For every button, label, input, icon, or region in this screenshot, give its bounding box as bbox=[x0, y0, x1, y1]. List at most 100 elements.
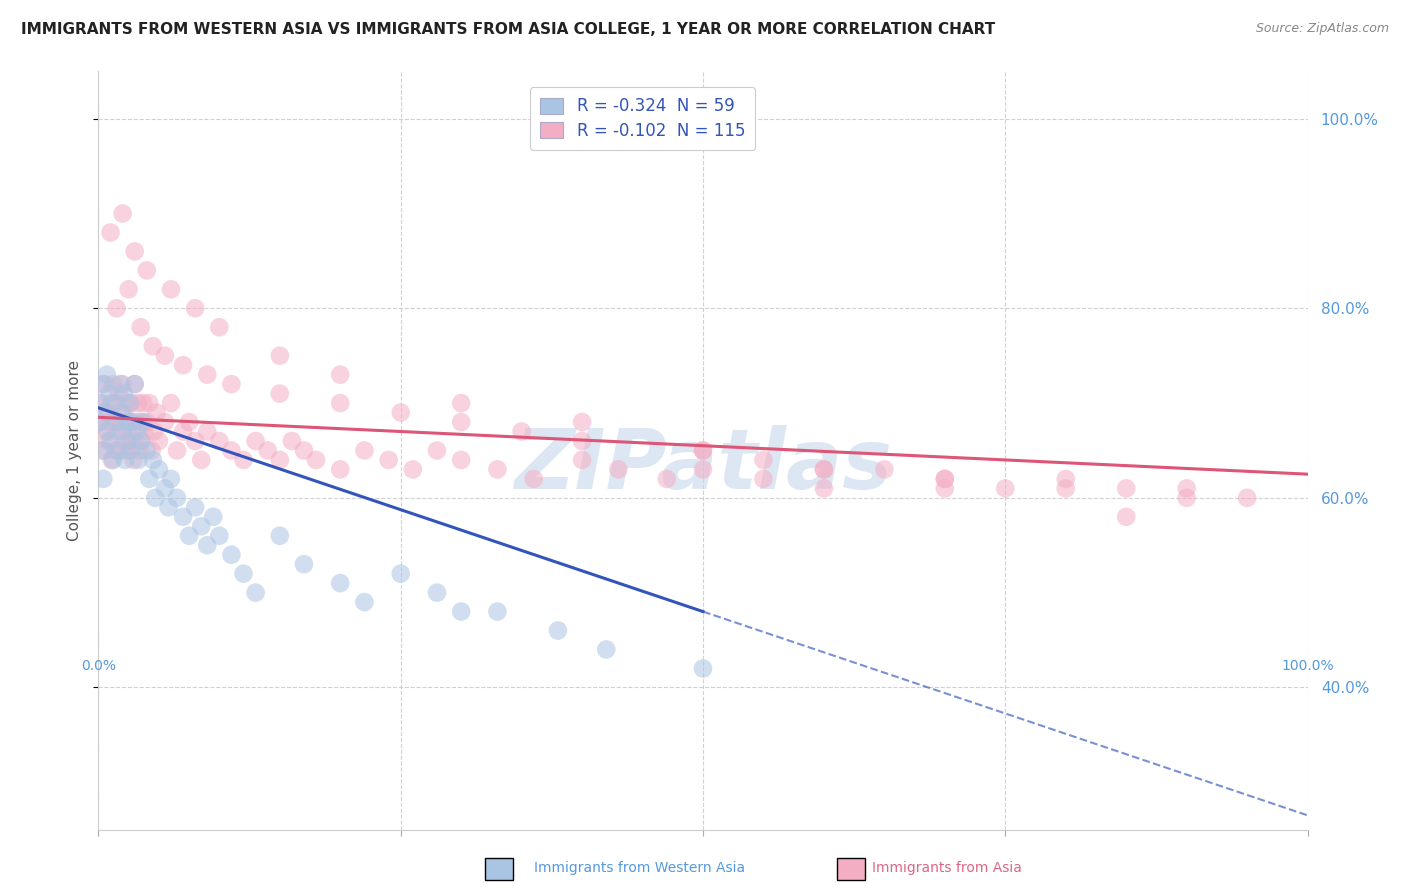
Point bbox=[98, 386, 121, 401]
Point bbox=[97, 434, 120, 448]
Point bbox=[1054, 482, 1077, 496]
Point bbox=[179, 415, 201, 429]
Point bbox=[269, 529, 291, 543]
Point bbox=[190, 519, 212, 533]
Point bbox=[93, 377, 115, 392]
Point bbox=[121, 415, 143, 429]
Point bbox=[934, 482, 956, 496]
Point bbox=[389, 566, 412, 581]
Point bbox=[232, 453, 254, 467]
Point bbox=[1175, 482, 1198, 496]
Point bbox=[127, 425, 149, 439]
Point bbox=[124, 377, 146, 392]
Point bbox=[934, 472, 956, 486]
Point bbox=[127, 453, 149, 467]
Point bbox=[202, 509, 225, 524]
Point bbox=[117, 425, 139, 439]
Point bbox=[93, 443, 115, 458]
Point bbox=[353, 443, 375, 458]
Point bbox=[107, 443, 129, 458]
Point bbox=[752, 453, 775, 467]
Point bbox=[450, 396, 472, 410]
Point bbox=[269, 453, 291, 467]
Point bbox=[111, 377, 134, 392]
Point bbox=[118, 396, 141, 410]
Point bbox=[98, 415, 121, 429]
Point bbox=[110, 406, 132, 420]
Point bbox=[157, 500, 180, 515]
Point bbox=[160, 282, 183, 296]
Point bbox=[208, 434, 231, 448]
Point bbox=[184, 500, 207, 515]
Text: IMMIGRANTS FROM WESTERN ASIA VS IMMIGRANTS FROM ASIA COLLEGE, 1 YEAR OR MORE COR: IMMIGRANTS FROM WESTERN ASIA VS IMMIGRAN… bbox=[21, 22, 995, 37]
Point bbox=[486, 605, 509, 619]
Point bbox=[172, 509, 194, 524]
Point bbox=[143, 491, 166, 505]
Point bbox=[571, 434, 593, 448]
Point bbox=[89, 415, 111, 429]
Point bbox=[305, 453, 328, 467]
Point bbox=[142, 339, 165, 353]
Point bbox=[329, 368, 352, 382]
Point bbox=[115, 396, 138, 410]
Point bbox=[994, 482, 1017, 496]
Point bbox=[934, 472, 956, 486]
Point bbox=[120, 396, 142, 410]
Point bbox=[96, 406, 118, 420]
Point bbox=[402, 462, 425, 476]
Point bbox=[91, 443, 114, 458]
Point bbox=[281, 434, 304, 448]
Point bbox=[105, 301, 128, 316]
Point bbox=[105, 415, 128, 429]
Point bbox=[172, 358, 194, 372]
Point bbox=[117, 415, 139, 429]
Point bbox=[292, 557, 315, 572]
Point bbox=[135, 443, 157, 458]
Point bbox=[112, 386, 135, 401]
Point bbox=[426, 585, 449, 599]
Point bbox=[118, 443, 141, 458]
Point bbox=[153, 415, 176, 429]
Text: Source: ZipAtlas.com: Source: ZipAtlas.com bbox=[1256, 22, 1389, 36]
Point bbox=[1175, 491, 1198, 505]
Point bbox=[108, 386, 131, 401]
Point bbox=[100, 226, 122, 240]
Point bbox=[450, 453, 472, 467]
Point bbox=[221, 377, 243, 392]
Point bbox=[692, 661, 714, 675]
Point bbox=[172, 425, 194, 439]
Point bbox=[692, 443, 714, 458]
Point bbox=[135, 263, 157, 277]
Point bbox=[138, 396, 160, 410]
Point bbox=[1115, 509, 1137, 524]
Point bbox=[1054, 472, 1077, 486]
Point bbox=[353, 595, 375, 609]
Point bbox=[208, 529, 231, 543]
Point bbox=[100, 434, 122, 448]
Point bbox=[90, 396, 112, 410]
Point bbox=[129, 415, 152, 429]
Point bbox=[121, 434, 143, 448]
Point bbox=[103, 396, 125, 410]
Point bbox=[245, 434, 267, 448]
Point bbox=[129, 434, 152, 448]
Point bbox=[129, 320, 152, 334]
Point bbox=[813, 462, 835, 476]
Point bbox=[1115, 482, 1137, 496]
Point bbox=[426, 443, 449, 458]
Point bbox=[813, 482, 835, 496]
Y-axis label: College, 1 year or more: College, 1 year or more bbox=[67, 360, 83, 541]
Point bbox=[547, 624, 569, 638]
Point bbox=[148, 462, 170, 476]
Point bbox=[523, 472, 546, 486]
Point bbox=[873, 462, 896, 476]
Point bbox=[143, 425, 166, 439]
Point bbox=[114, 453, 136, 467]
Point bbox=[607, 462, 630, 476]
Point bbox=[450, 415, 472, 429]
Point bbox=[752, 472, 775, 486]
Point bbox=[134, 425, 156, 439]
Point bbox=[153, 349, 176, 363]
Point bbox=[100, 396, 122, 410]
Point bbox=[184, 434, 207, 448]
